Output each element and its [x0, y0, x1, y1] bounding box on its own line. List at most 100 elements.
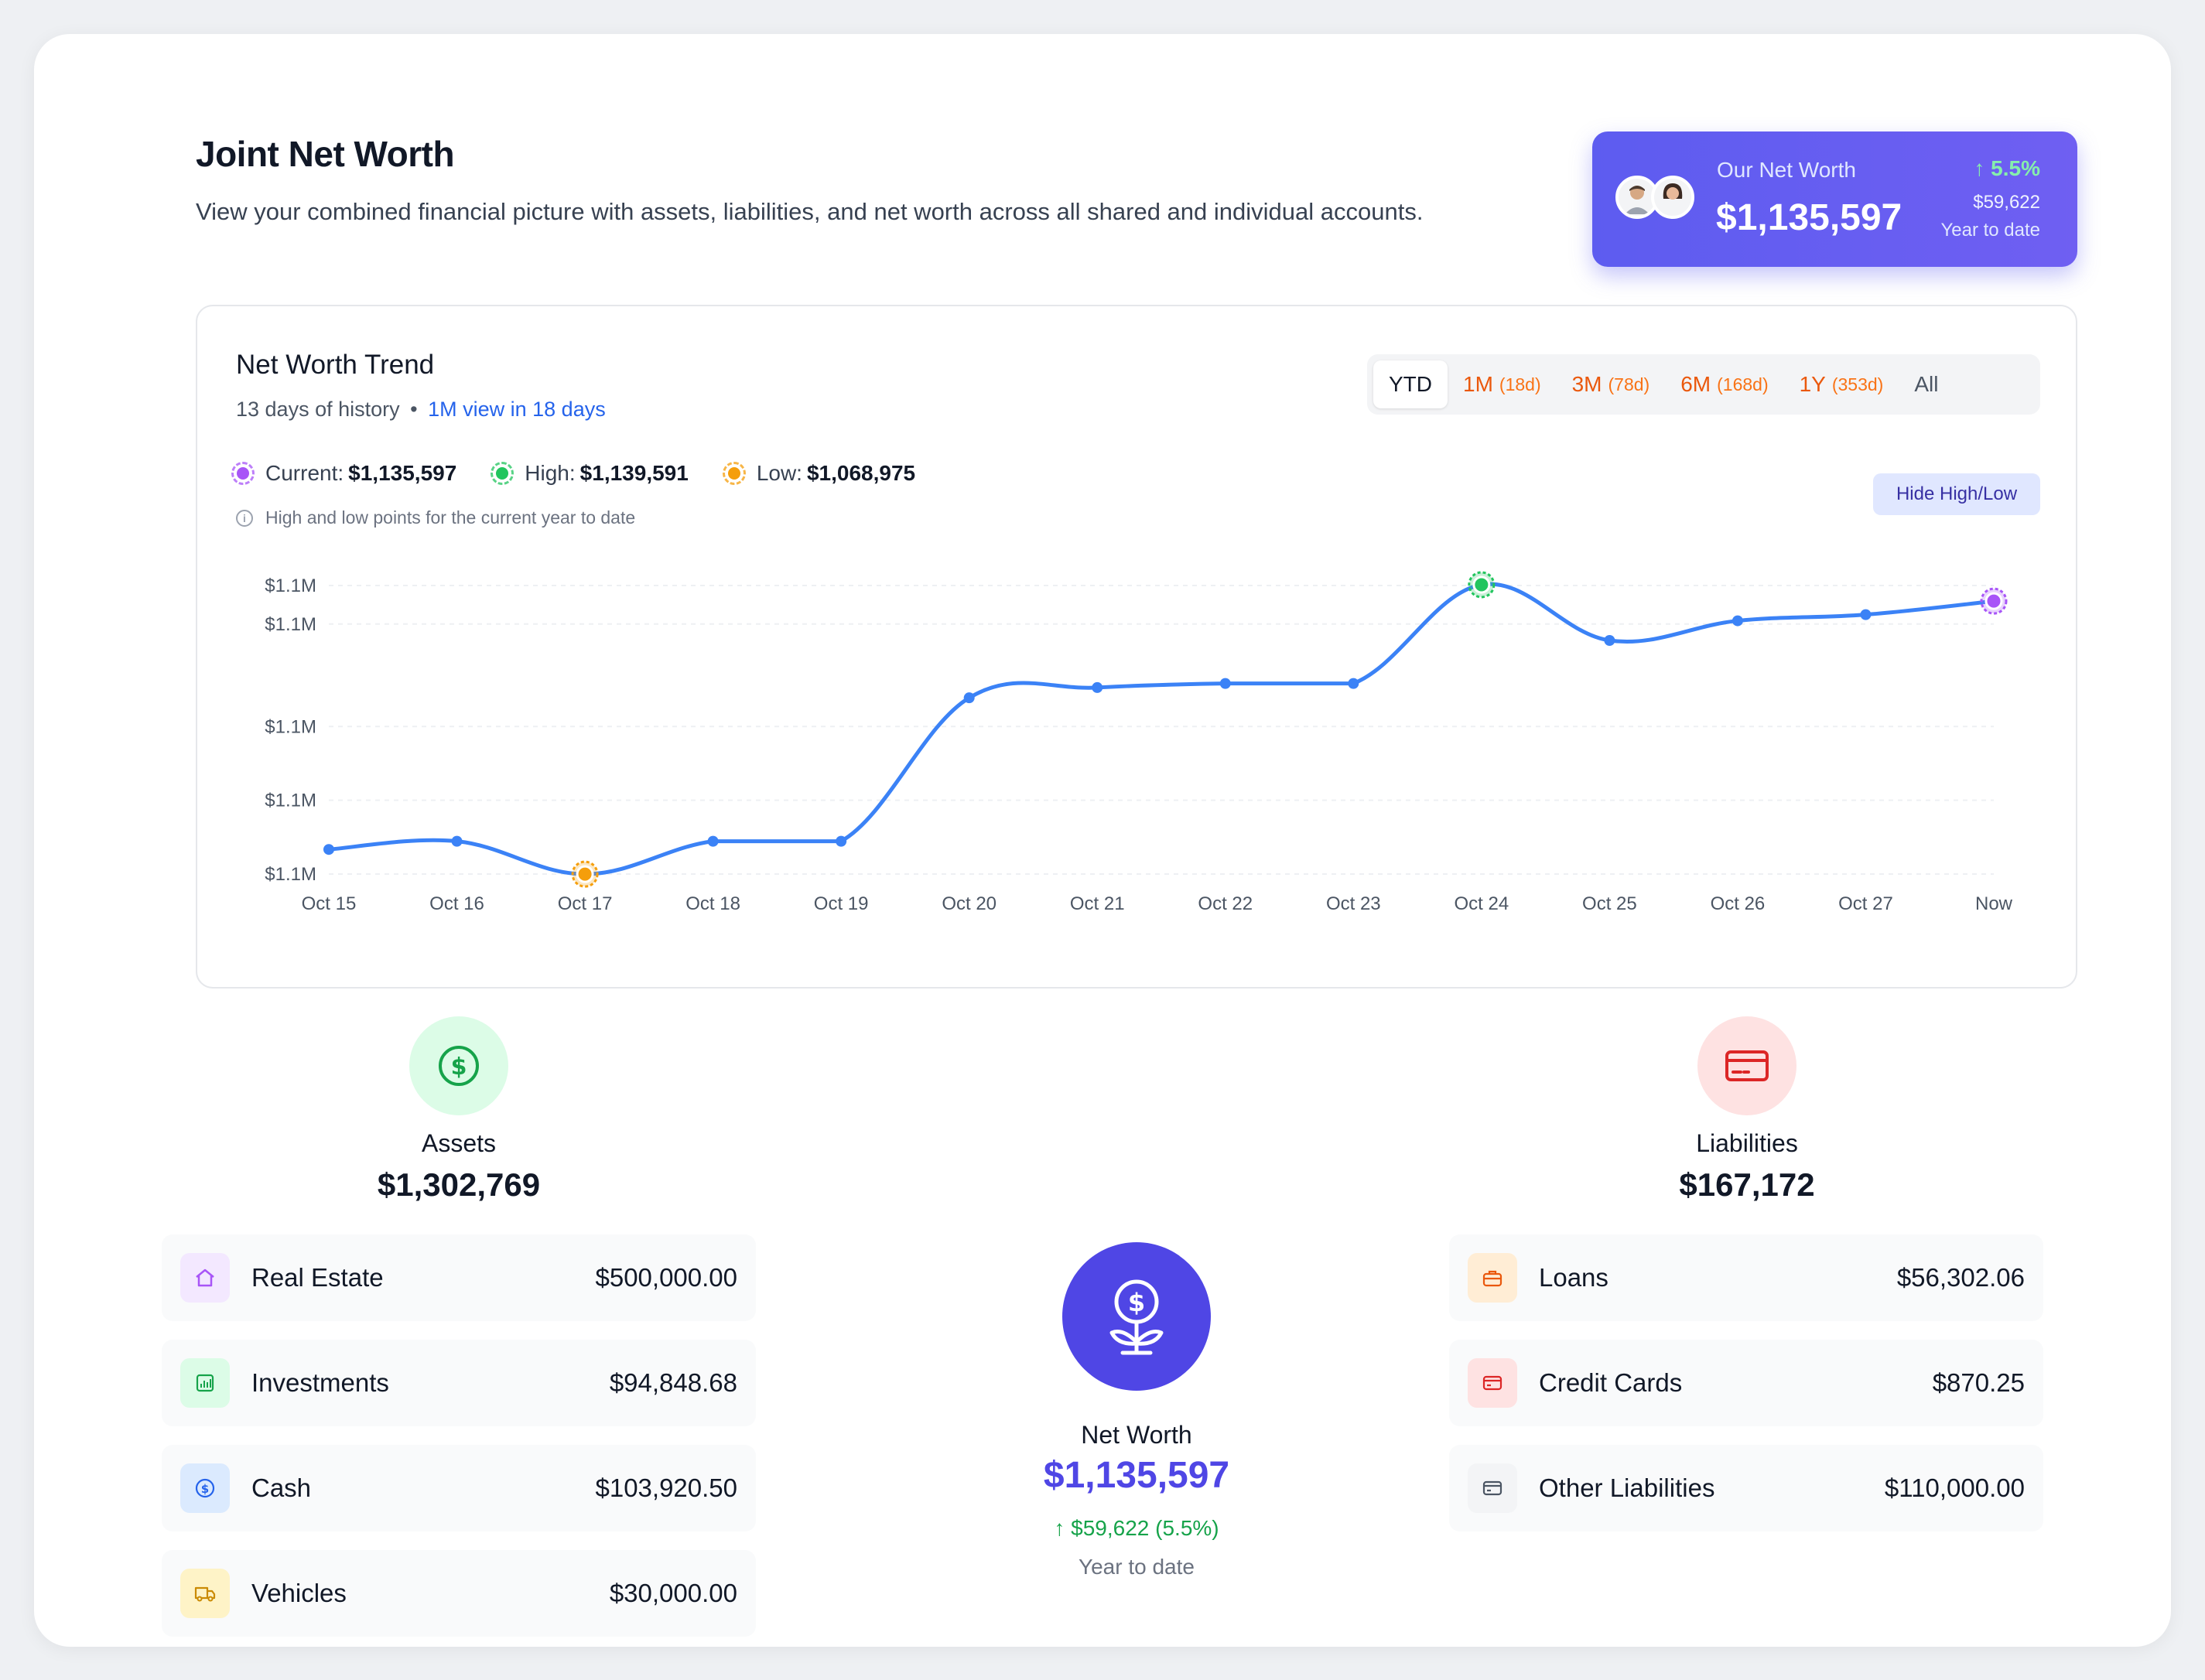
asset-row-vehicles[interactable]: Vehicles $30,000.00: [162, 1550, 756, 1637]
x-tick-label: Now: [1975, 893, 2013, 914]
liabilities-total: $167,172: [1679, 1166, 1815, 1203]
data-point: [707, 835, 719, 847]
person-icon: [1660, 183, 1685, 214]
wallet-icon: [1468, 1463, 1517, 1513]
assets-total: $1,302,769: [377, 1166, 541, 1203]
svg-text:$: $: [1128, 1288, 1145, 1317]
current-point-marker: [1984, 592, 2003, 610]
truck-icon: [180, 1569, 230, 1618]
history-text: 13 days of history: [236, 398, 400, 421]
x-tick-label: Oct 21: [1070, 893, 1125, 914]
summary-change-pct: ↑ 5.5%: [1974, 156, 2040, 180]
net-worth-line-chart: $1.1M $1.1M $1.1M $1.1M $1.1M Oct 15 Oct 16 Oct…: [265, 571, 2013, 914]
arrow-up-icon: ↑: [1974, 156, 1991, 180]
x-tick-label: Oct 22: [1198, 893, 1253, 914]
one-month-view-link[interactable]: 1M view in 18 days: [428, 398, 606, 421]
x-tick-label: Oct 27: [1838, 893, 1893, 914]
trend-subtitle: 13 days of history • 1M view in 18 days: [236, 398, 606, 422]
avatar-partner-2: [1651, 176, 1694, 219]
chart-legend: Current: $1,135,597 High: $1,139,591 Low: $…: [231, 461, 949, 486]
briefcase-icon: [1468, 1253, 1517, 1303]
range-1y-button[interactable]: 1Y (353d): [1799, 372, 1884, 396]
credit-card-icon: [1468, 1358, 1517, 1408]
range-3m-button[interactable]: 3M (78d): [1571, 372, 1650, 396]
data-point: [1219, 678, 1231, 689]
summary-value: $1,135,597: [1716, 197, 1902, 238]
trend-title: Net Worth Trend: [236, 350, 435, 380]
credit-card-icon: [1725, 1050, 1769, 1081]
net-worth-trend-card: $1.1M $1.1M $1.1M $1.1M $1.1M Oct 15 Oct 16 Oct…: [196, 305, 2077, 989]
summary-label: Our Net Worth: [1717, 158, 1856, 182]
x-tick-label: Oct 20: [942, 893, 997, 914]
data-point: [1604, 634, 1615, 646]
y-tick-label: $1.1M: [265, 790, 316, 811]
x-tick-label: Oct 15: [302, 893, 357, 914]
x-tick-label: Oct 24: [1454, 893, 1509, 914]
home-icon: [180, 1253, 230, 1303]
money-plant-icon: $: [1109, 1279, 1164, 1355]
y-tick-label: $1.1M: [265, 864, 316, 885]
range-ytd-button[interactable]: YTD: [1373, 360, 1448, 408]
liability-row-credit-cards[interactable]: Credit Cards $870.25: [1449, 1340, 2043, 1426]
main-card: Joint Net Worth View your combined finan…: [34, 34, 2171, 1647]
assets-label: Assets: [421, 1129, 497, 1157]
net-worth-change: ↑ $59,622 (5.5%): [1054, 1516, 1219, 1540]
bar-chart-icon: [180, 1358, 230, 1408]
high-point-marker: [1472, 575, 1491, 594]
x-tick-label: Oct 26: [1711, 893, 1766, 914]
high-marker-icon: [491, 462, 514, 485]
time-range-selector: YTD 1M (18d) 3M (78d) 6M (168d) 1Y (353d) Al…: [1367, 354, 2040, 415]
range-1m-button[interactable]: 1M (18d): [1463, 372, 1541, 396]
legend-current: Current: $1,135,597: [231, 461, 456, 486]
current-marker-icon: [231, 462, 255, 485]
liability-row-other[interactable]: Other Liabilities $110,000.00: [1449, 1445, 2043, 1531]
x-tick-label: Oct 23: [1326, 893, 1381, 914]
svg-text:$: $: [451, 1053, 467, 1081]
asset-row-investments[interactable]: Investments $94,848.68: [162, 1340, 756, 1426]
series-line: [326, 582, 1996, 876]
info-icon: i: [236, 509, 253, 527]
high-low-note: i High and low points for the current ye…: [236, 507, 635, 528]
asset-row-real-estate[interactable]: Real Estate $500,000.00: [162, 1234, 756, 1321]
data-point: [1732, 615, 1743, 627]
summary-change-amount: $59,622: [1973, 192, 2040, 213]
liability-row-loans[interactable]: Loans $56,302.06: [1449, 1234, 2043, 1321]
legend-high: High: $1,139,591: [491, 461, 689, 486]
separator-dot: •: [410, 398, 418, 421]
liabilities-icon-circle: [1697, 1016, 1796, 1115]
page-description: View your combined financial picture wit…: [196, 198, 1424, 225]
x-tick-label: Oct 25: [1582, 893, 1637, 914]
arrow-up-icon: ↑: [1054, 1516, 1072, 1540]
data-point: [963, 692, 975, 704]
assets-list: Real Estate $500,000.00 Investments $94,…: [162, 1234, 756, 1637]
data-point: [1092, 681, 1103, 693]
dollar-circle-icon: $: [439, 1046, 479, 1086]
range-all-button[interactable]: All: [1914, 372, 1939, 396]
person-icon: [1625, 186, 1649, 214]
net-worth-label: Net Worth: [1081, 1421, 1192, 1449]
liabilities-list: Loans $56,302.06 Credit Cards $870.25 Ot…: [1449, 1234, 2043, 1531]
y-tick-label: $1.1M: [265, 614, 316, 635]
x-tick-label: Oct 16: [429, 893, 484, 914]
legend-low: Low: $1,068,975: [722, 461, 915, 486]
low-marker-icon: [722, 462, 746, 485]
data-point: [1860, 609, 1872, 620]
svg-text:$: $: [201, 1482, 209, 1496]
net-worth-value: $1,135,597: [1043, 1455, 1230, 1496]
data-point: [1348, 678, 1359, 689]
net-worth-summary-card[interactable]: Our Net Worth $1,135,597 ↑ 5.5% $59,622 …: [1592, 131, 2077, 267]
hide-high-low-button[interactable]: Hide High/Low: [1873, 473, 2040, 515]
x-tick-label: Oct 17: [558, 893, 613, 914]
low-point-marker: [576, 865, 594, 883]
y-tick-label: $1.1M: [265, 716, 316, 737]
x-tick-label: Oct 19: [814, 893, 869, 914]
net-worth-icon-circle: $: [1062, 1242, 1211, 1391]
data-point: [451, 835, 463, 847]
asset-row-cash[interactable]: $ Cash $103,920.50: [162, 1445, 756, 1531]
x-tick-label: Oct 18: [685, 893, 740, 914]
range-6m-button[interactable]: 6M (168d): [1680, 372, 1769, 396]
summary-period: Year to date: [1940, 220, 2040, 241]
y-tick-label: $1.1M: [265, 575, 316, 596]
net-worth-period: Year to date: [1079, 1555, 1195, 1579]
assets-icon-circle: $: [409, 1016, 508, 1115]
